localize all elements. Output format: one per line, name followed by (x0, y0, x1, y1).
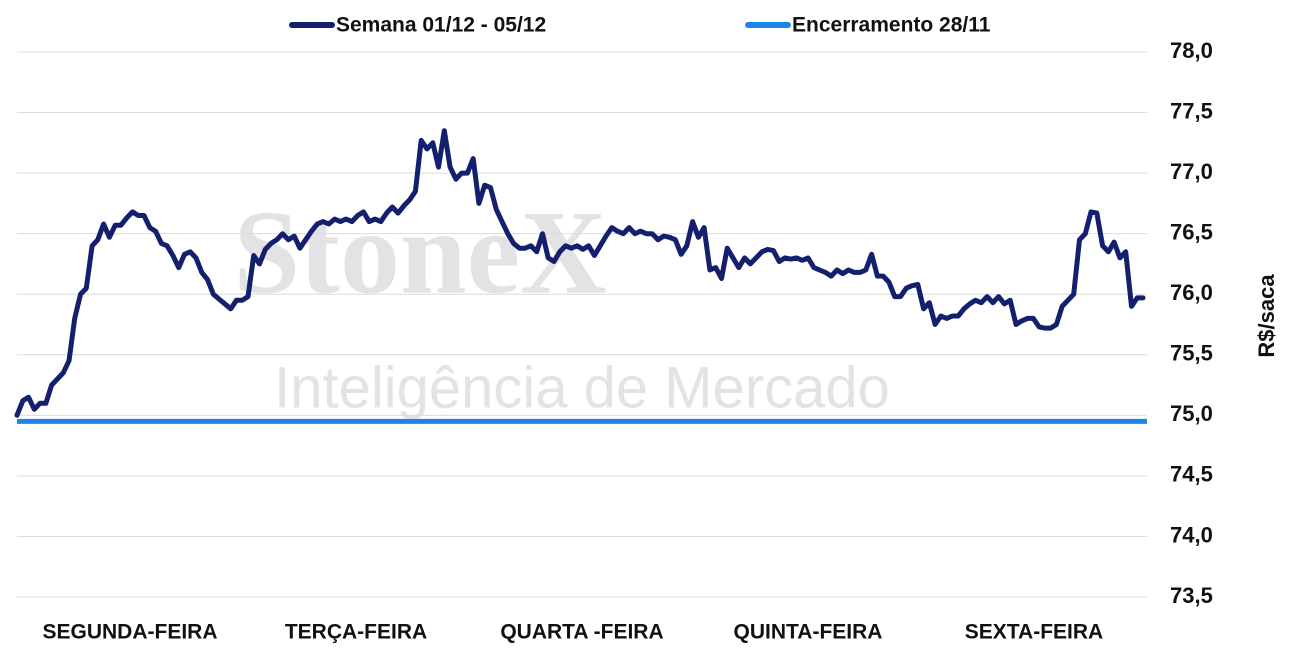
y-axis-label: R$/saca (1254, 274, 1279, 358)
data-line (14, 128, 1146, 418)
y-tick-label: 74,5 (1170, 462, 1213, 487)
y-tick-label: 76,5 (1170, 219, 1213, 244)
legend-label: Encerramento 28/11 (792, 14, 991, 37)
y-tick-label: 77,0 (1170, 159, 1213, 184)
watermark: Inteligência de Mercado (274, 355, 890, 420)
y-tick-label: 73,5 (1170, 583, 1213, 608)
y-tick-label: 78,0 (1170, 38, 1213, 63)
legend-label: Semana 01/12 - 05/12 (336, 14, 546, 37)
x-tick-label: SEXTA-FEIRA (965, 621, 1103, 644)
x-tick-label: SEGUNDA-FEIRA (42, 621, 217, 644)
y-tick-label: 77,5 (1170, 98, 1213, 123)
y-tick-label: 74,0 (1170, 522, 1213, 547)
y-tick-label: 75,5 (1170, 341, 1213, 366)
watermark: StoneX (233, 186, 606, 319)
y-tick-label: 76,0 (1170, 280, 1213, 305)
x-tick-label: QUARTA -FEIRA (500, 621, 663, 644)
y-tick-label: 75,0 (1170, 401, 1213, 426)
x-tick-label: TERÇA-FEIRA (285, 621, 427, 644)
x-tick-label: QUINTA-FEIRA (734, 621, 883, 644)
